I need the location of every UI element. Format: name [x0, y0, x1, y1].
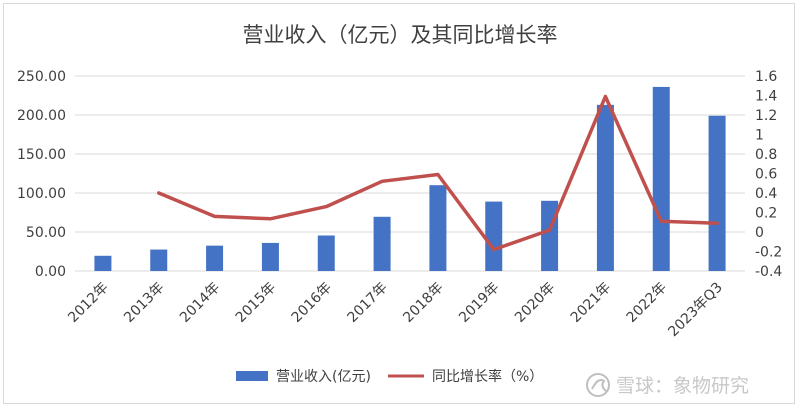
left-tick-label: 200.00 — [17, 108, 66, 124]
line-point — [380, 179, 384, 183]
legend-label-line: 同比增长率（%） — [432, 368, 543, 385]
right-tick-label: 1.4 — [755, 89, 777, 105]
x-tick-label: 2021年 — [568, 280, 614, 326]
line-point — [436, 172, 440, 176]
line-series — [157, 94, 719, 252]
x-tick-label: 2017年 — [344, 280, 390, 326]
x-tick-label: 2012年 — [65, 280, 111, 326]
line-point — [324, 205, 328, 209]
left-tick-label: 250.00 — [17, 69, 66, 85]
x-tick-label: 2016年 — [289, 280, 335, 326]
left-tick-label: 150.00 — [17, 147, 66, 163]
bar — [373, 216, 391, 271]
bar — [206, 245, 224, 271]
right-tick-label: 0.6 — [755, 167, 777, 183]
right-tick-label: 1.2 — [755, 108, 777, 124]
x-tick-label: 2013年 — [121, 280, 167, 326]
right-tick-label: 1 — [755, 128, 764, 144]
bar — [708, 115, 726, 271]
bar — [261, 242, 279, 271]
left-axis-ticks: 0.00 50.00 100.00 150.00 200.00 250.00 — [17, 69, 66, 280]
line-point — [603, 94, 607, 98]
right-tick-label: 0.4 — [755, 186, 777, 202]
legend-swatch-bar — [236, 371, 268, 381]
right-tick-label: 0.8 — [755, 147, 777, 163]
right-axis-ticks: -0.4 -0.2 0 0.2 0.4 0.6 0.8 1 1.2 1.4 1.6 — [755, 69, 782, 280]
x-tick-label: 2020年 — [512, 280, 558, 326]
x-tick-label: 2019年 — [456, 280, 502, 326]
x-tick-label: 2015年 — [233, 280, 279, 326]
right-tick-label: 0.2 — [755, 206, 777, 222]
x-tick-label: 2022年 — [624, 280, 670, 326]
line-point — [659, 219, 663, 223]
left-tick-label: 0.00 — [35, 264, 66, 280]
legend-label-bar: 营业收入(亿元) — [276, 369, 371, 385]
right-tick-label: 0 — [755, 225, 764, 241]
line-point — [492, 248, 496, 252]
line-point — [715, 221, 719, 225]
gridlines — [75, 75, 745, 272]
x-tick-label: 2023年Q3 — [665, 280, 726, 341]
bar — [652, 86, 670, 271]
watermark: 雪球：象物研究 — [586, 373, 749, 397]
x-axis-ticks: 2012年 2013年 2014年 2015年 2016年 2017年 2018年 2019年… — [65, 280, 726, 341]
right-tick-label: 1.6 — [755, 69, 777, 85]
left-tick-label: 100.00 — [17, 186, 66, 202]
bar — [596, 104, 614, 271]
line-point — [157, 191, 161, 195]
bar — [485, 201, 503, 271]
bar — [94, 255, 112, 271]
line-point — [268, 217, 272, 221]
chart-title: 营业收入（亿元）及其同比增长率 — [243, 23, 558, 47]
line-point — [213, 214, 217, 218]
bar-series — [94, 86, 726, 271]
watermark-logo-mark — [591, 379, 607, 392]
legend: 营业收入(亿元) 同比增长率（%） — [236, 368, 543, 385]
x-tick-label: 2014年 — [177, 280, 223, 326]
x-tick-label: 2018年 — [400, 280, 446, 326]
bar — [317, 235, 335, 271]
chart-frame — [3, 3, 795, 404]
bar — [150, 249, 168, 271]
bar — [429, 185, 447, 271]
bar — [541, 200, 559, 271]
left-tick-label: 50.00 — [26, 225, 66, 241]
watermark-text: 雪球：象物研究 — [616, 375, 749, 397]
watermark-logo-icon — [586, 373, 610, 397]
right-tick-label: -0.4 — [755, 264, 782, 280]
line-point — [548, 228, 552, 232]
right-tick-label: -0.2 — [755, 245, 782, 261]
